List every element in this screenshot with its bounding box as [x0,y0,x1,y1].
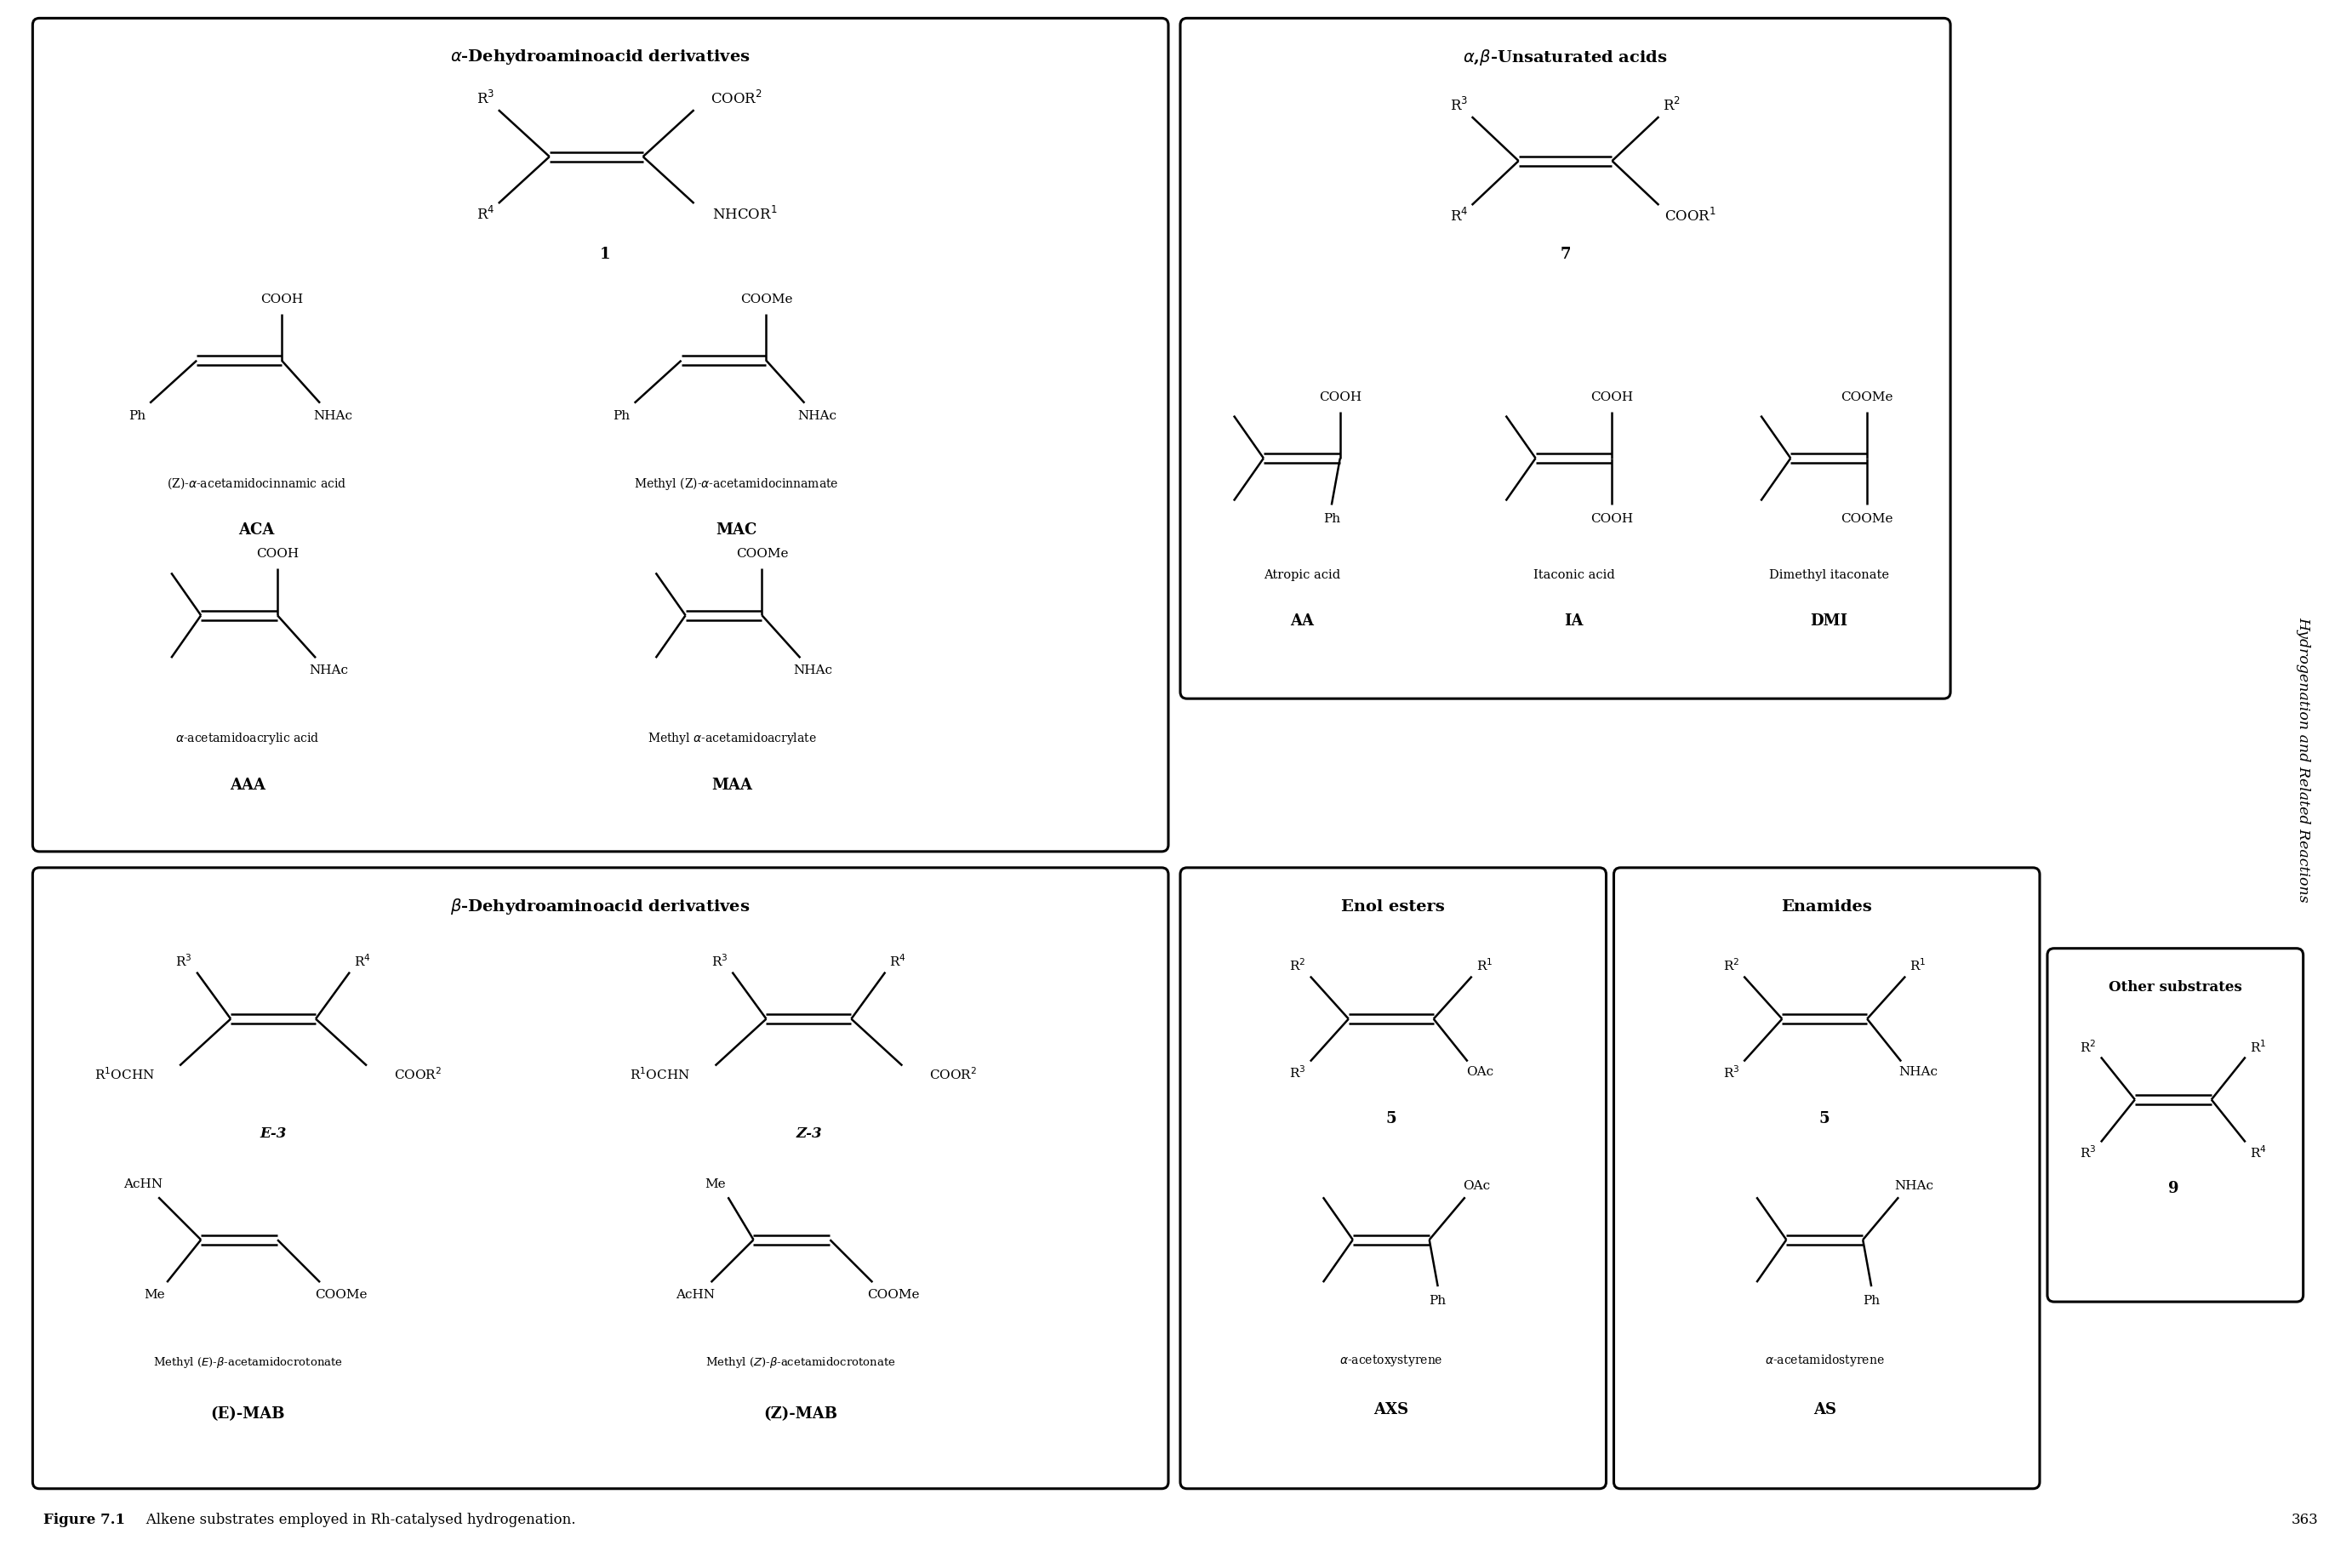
Text: Alkene substrates employed in Rh-catalysed hydrogenation.: Alkene substrates employed in Rh-catalys… [134,1513,576,1527]
Text: ACA: ACA [238,522,275,538]
Text: $\alpha$-acetoxystyrene: $\alpha$-acetoxystyrene [1338,1353,1442,1367]
Text: Ph: Ph [1430,1295,1446,1306]
Text: COOMe: COOMe [1842,390,1893,403]
Text: NHAc: NHAc [308,665,348,676]
Text: 7: 7 [1559,246,1571,262]
Text: $\beta$-Dehydroaminoacid derivatives: $\beta$-Dehydroaminoacid derivatives [452,897,750,917]
FancyBboxPatch shape [1613,867,2039,1488]
Text: COOR$^2$: COOR$^2$ [710,91,762,108]
Text: $\alpha$-Dehydroaminoacid derivatives: $\alpha$-Dehydroaminoacid derivatives [449,49,750,66]
Text: R$^1$OCHN: R$^1$OCHN [94,1066,155,1082]
Text: IA: IA [1564,613,1583,629]
Text: 5: 5 [1385,1112,1397,1127]
Text: COOH: COOH [256,549,299,560]
Text: R$^2$: R$^2$ [1289,958,1305,974]
FancyBboxPatch shape [1181,19,1950,699]
Text: COOH: COOH [1590,390,1632,403]
Text: DMI: DMI [1811,613,1849,629]
Text: R$^2$: R$^2$ [1724,958,1740,974]
Text: COOMe: COOMe [315,1289,367,1301]
Text: NHAc: NHAc [1893,1181,1933,1192]
Text: R$^4$: R$^4$ [1449,207,1468,224]
Text: NHAc: NHAc [1898,1066,1938,1079]
Text: Methyl ($Z$)-$\beta$-acetamidocrotonate: Methyl ($Z$)-$\beta$-acetamidocrotonate [706,1356,896,1370]
Text: COOMe: COOMe [1842,513,1893,525]
Text: (E)-MAB: (E)-MAB [209,1406,285,1422]
Text: Methyl $\alpha$-acetamidoacrylate: Methyl $\alpha$-acetamidoacrylate [647,731,816,746]
Text: AcHN: AcHN [675,1289,715,1301]
Text: R$^4$: R$^4$ [2251,1145,2267,1160]
Text: 363: 363 [2291,1513,2319,1527]
FancyBboxPatch shape [1181,867,1606,1488]
Text: COOMe: COOMe [736,549,788,560]
Text: COOR$^2$: COOR$^2$ [929,1066,976,1082]
Text: AcHN: AcHN [125,1179,162,1190]
Text: Z-3: Z-3 [795,1126,821,1142]
Text: COOH: COOH [1319,390,1362,403]
Text: OAc: OAc [1463,1181,1491,1192]
Text: R$^3$: R$^3$ [710,953,727,969]
Text: AA: AA [1289,613,1315,629]
Text: Itaconic acid: Itaconic acid [1534,569,1613,582]
Text: MAA: MAA [713,778,753,793]
FancyBboxPatch shape [2046,949,2303,1301]
Text: NHCOR$^1$: NHCOR$^1$ [713,205,779,223]
Text: $\alpha$-acetamidoacrylic acid: $\alpha$-acetamidoacrylic acid [176,731,320,746]
Text: Enol esters: Enol esters [1341,898,1444,914]
Text: Hydrogenation and Related Reactions: Hydrogenation and Related Reactions [2296,618,2310,903]
Text: 5: 5 [1818,1112,1830,1127]
Text: R$^4$: R$^4$ [355,953,372,969]
Text: $\alpha$,$\beta$-Unsaturated acids: $\alpha$,$\beta$-Unsaturated acids [1463,47,1668,67]
Text: Ph: Ph [1863,1295,1879,1306]
Text: COOR$^2$: COOR$^2$ [393,1066,442,1082]
Text: 1: 1 [600,246,609,262]
Text: Ph: Ph [614,409,630,422]
FancyBboxPatch shape [33,19,1169,851]
Text: R$^4$: R$^4$ [889,953,906,969]
Text: COOMe: COOMe [741,293,793,306]
Text: Methyl ($E$)-$\beta$-acetamidocrotonate: Methyl ($E$)-$\beta$-acetamidocrotonate [153,1356,343,1370]
FancyBboxPatch shape [33,867,1169,1488]
Text: (Z)-$\alpha$-acetamidocinnamic acid: (Z)-$\alpha$-acetamidocinnamic acid [167,477,346,491]
Text: R$^2$: R$^2$ [1663,97,1682,114]
Text: COOMe: COOMe [868,1289,920,1301]
Text: Dimethyl itaconate: Dimethyl itaconate [1769,569,1889,582]
Text: R$^4$: R$^4$ [477,205,494,223]
Text: Atropic acid: Atropic acid [1263,569,1341,582]
Text: R$^1$: R$^1$ [1910,958,1926,974]
Text: AXS: AXS [1374,1402,1409,1417]
Text: Enamides: Enamides [1780,898,1872,914]
Text: MAC: MAC [715,522,757,538]
Text: AS: AS [1813,1402,1837,1417]
Text: OAc: OAc [1468,1066,1494,1079]
Text: Ph: Ph [129,409,146,422]
Text: R$^1$OCHN: R$^1$OCHN [630,1066,689,1082]
Text: COOH: COOH [261,293,303,306]
Text: R$^3$: R$^3$ [1722,1065,1740,1080]
Text: $\alpha$-acetamidostyrene: $\alpha$-acetamidostyrene [1764,1353,1884,1367]
Text: AAA: AAA [230,778,266,793]
Text: R$^1$: R$^1$ [2251,1040,2267,1055]
Text: Ph: Ph [1324,513,1341,525]
Text: COOR$^1$: COOR$^1$ [1665,207,1717,224]
Text: NHAc: NHAc [793,665,833,676]
Text: Other substrates: Other substrates [2110,980,2241,994]
Text: (Z)-MAB: (Z)-MAB [764,1406,837,1422]
Text: NHAc: NHAc [313,409,353,422]
Text: NHAc: NHAc [797,409,837,422]
Text: Me: Me [143,1289,165,1301]
Text: COOH: COOH [1590,513,1632,525]
Text: Figure 7.1: Figure 7.1 [45,1513,125,1527]
Text: R$^3$: R$^3$ [2079,1145,2096,1160]
Text: Me: Me [706,1179,727,1190]
Text: 9: 9 [2169,1181,2178,1196]
Text: R$^3$: R$^3$ [176,953,193,969]
Text: E-3: E-3 [259,1126,287,1142]
Text: R$^2$: R$^2$ [2079,1040,2096,1055]
Text: R$^3$: R$^3$ [477,91,494,108]
Text: R$^3$: R$^3$ [1451,97,1468,114]
Text: R$^1$: R$^1$ [1477,958,1494,974]
Text: R$^3$: R$^3$ [1289,1065,1305,1080]
Text: Methyl (Z)-$\alpha$-acetamidocinnamate: Methyl (Z)-$\alpha$-acetamidocinnamate [635,475,840,492]
